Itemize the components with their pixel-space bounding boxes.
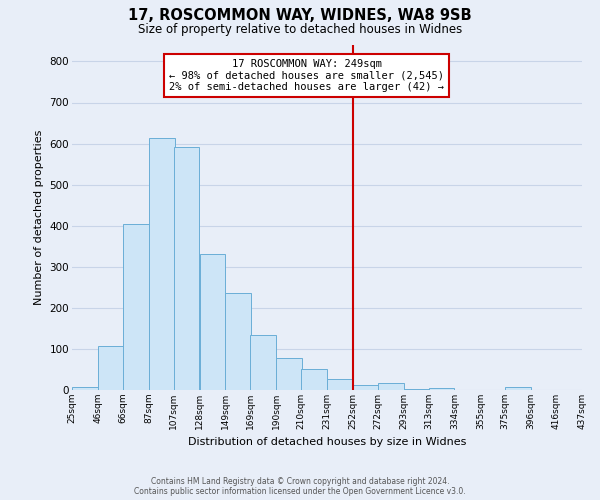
Bar — [98, 346, 124, 390]
X-axis label: Distribution of detached houses by size in Widnes: Distribution of detached houses by size … — [188, 438, 466, 448]
Bar — [173, 148, 199, 390]
Bar — [226, 292, 251, 390]
Bar — [327, 380, 353, 390]
Bar — [123, 224, 149, 390]
Bar — [404, 389, 430, 390]
Text: Contains HM Land Registry data © Crown copyright and database right 2024.
Contai: Contains HM Land Registry data © Crown c… — [134, 476, 466, 496]
Text: Size of property relative to detached houses in Widnes: Size of property relative to detached ho… — [138, 22, 462, 36]
Y-axis label: Number of detached properties: Number of detached properties — [34, 130, 44, 305]
Bar — [353, 385, 379, 390]
Bar — [276, 358, 302, 390]
Bar — [149, 138, 175, 390]
Bar — [301, 369, 327, 390]
Text: 17 ROSCOMMON WAY: 249sqm
← 98% of detached houses are smaller (2,545)
2% of semi: 17 ROSCOMMON WAY: 249sqm ← 98% of detach… — [169, 59, 444, 92]
Bar — [505, 387, 531, 390]
Bar — [250, 336, 276, 390]
Bar — [378, 383, 404, 390]
Text: 17, ROSCOMMON WAY, WIDNES, WA8 9SB: 17, ROSCOMMON WAY, WIDNES, WA8 9SB — [128, 8, 472, 22]
Bar — [428, 388, 455, 390]
Bar — [199, 254, 226, 390]
Bar — [72, 386, 98, 390]
